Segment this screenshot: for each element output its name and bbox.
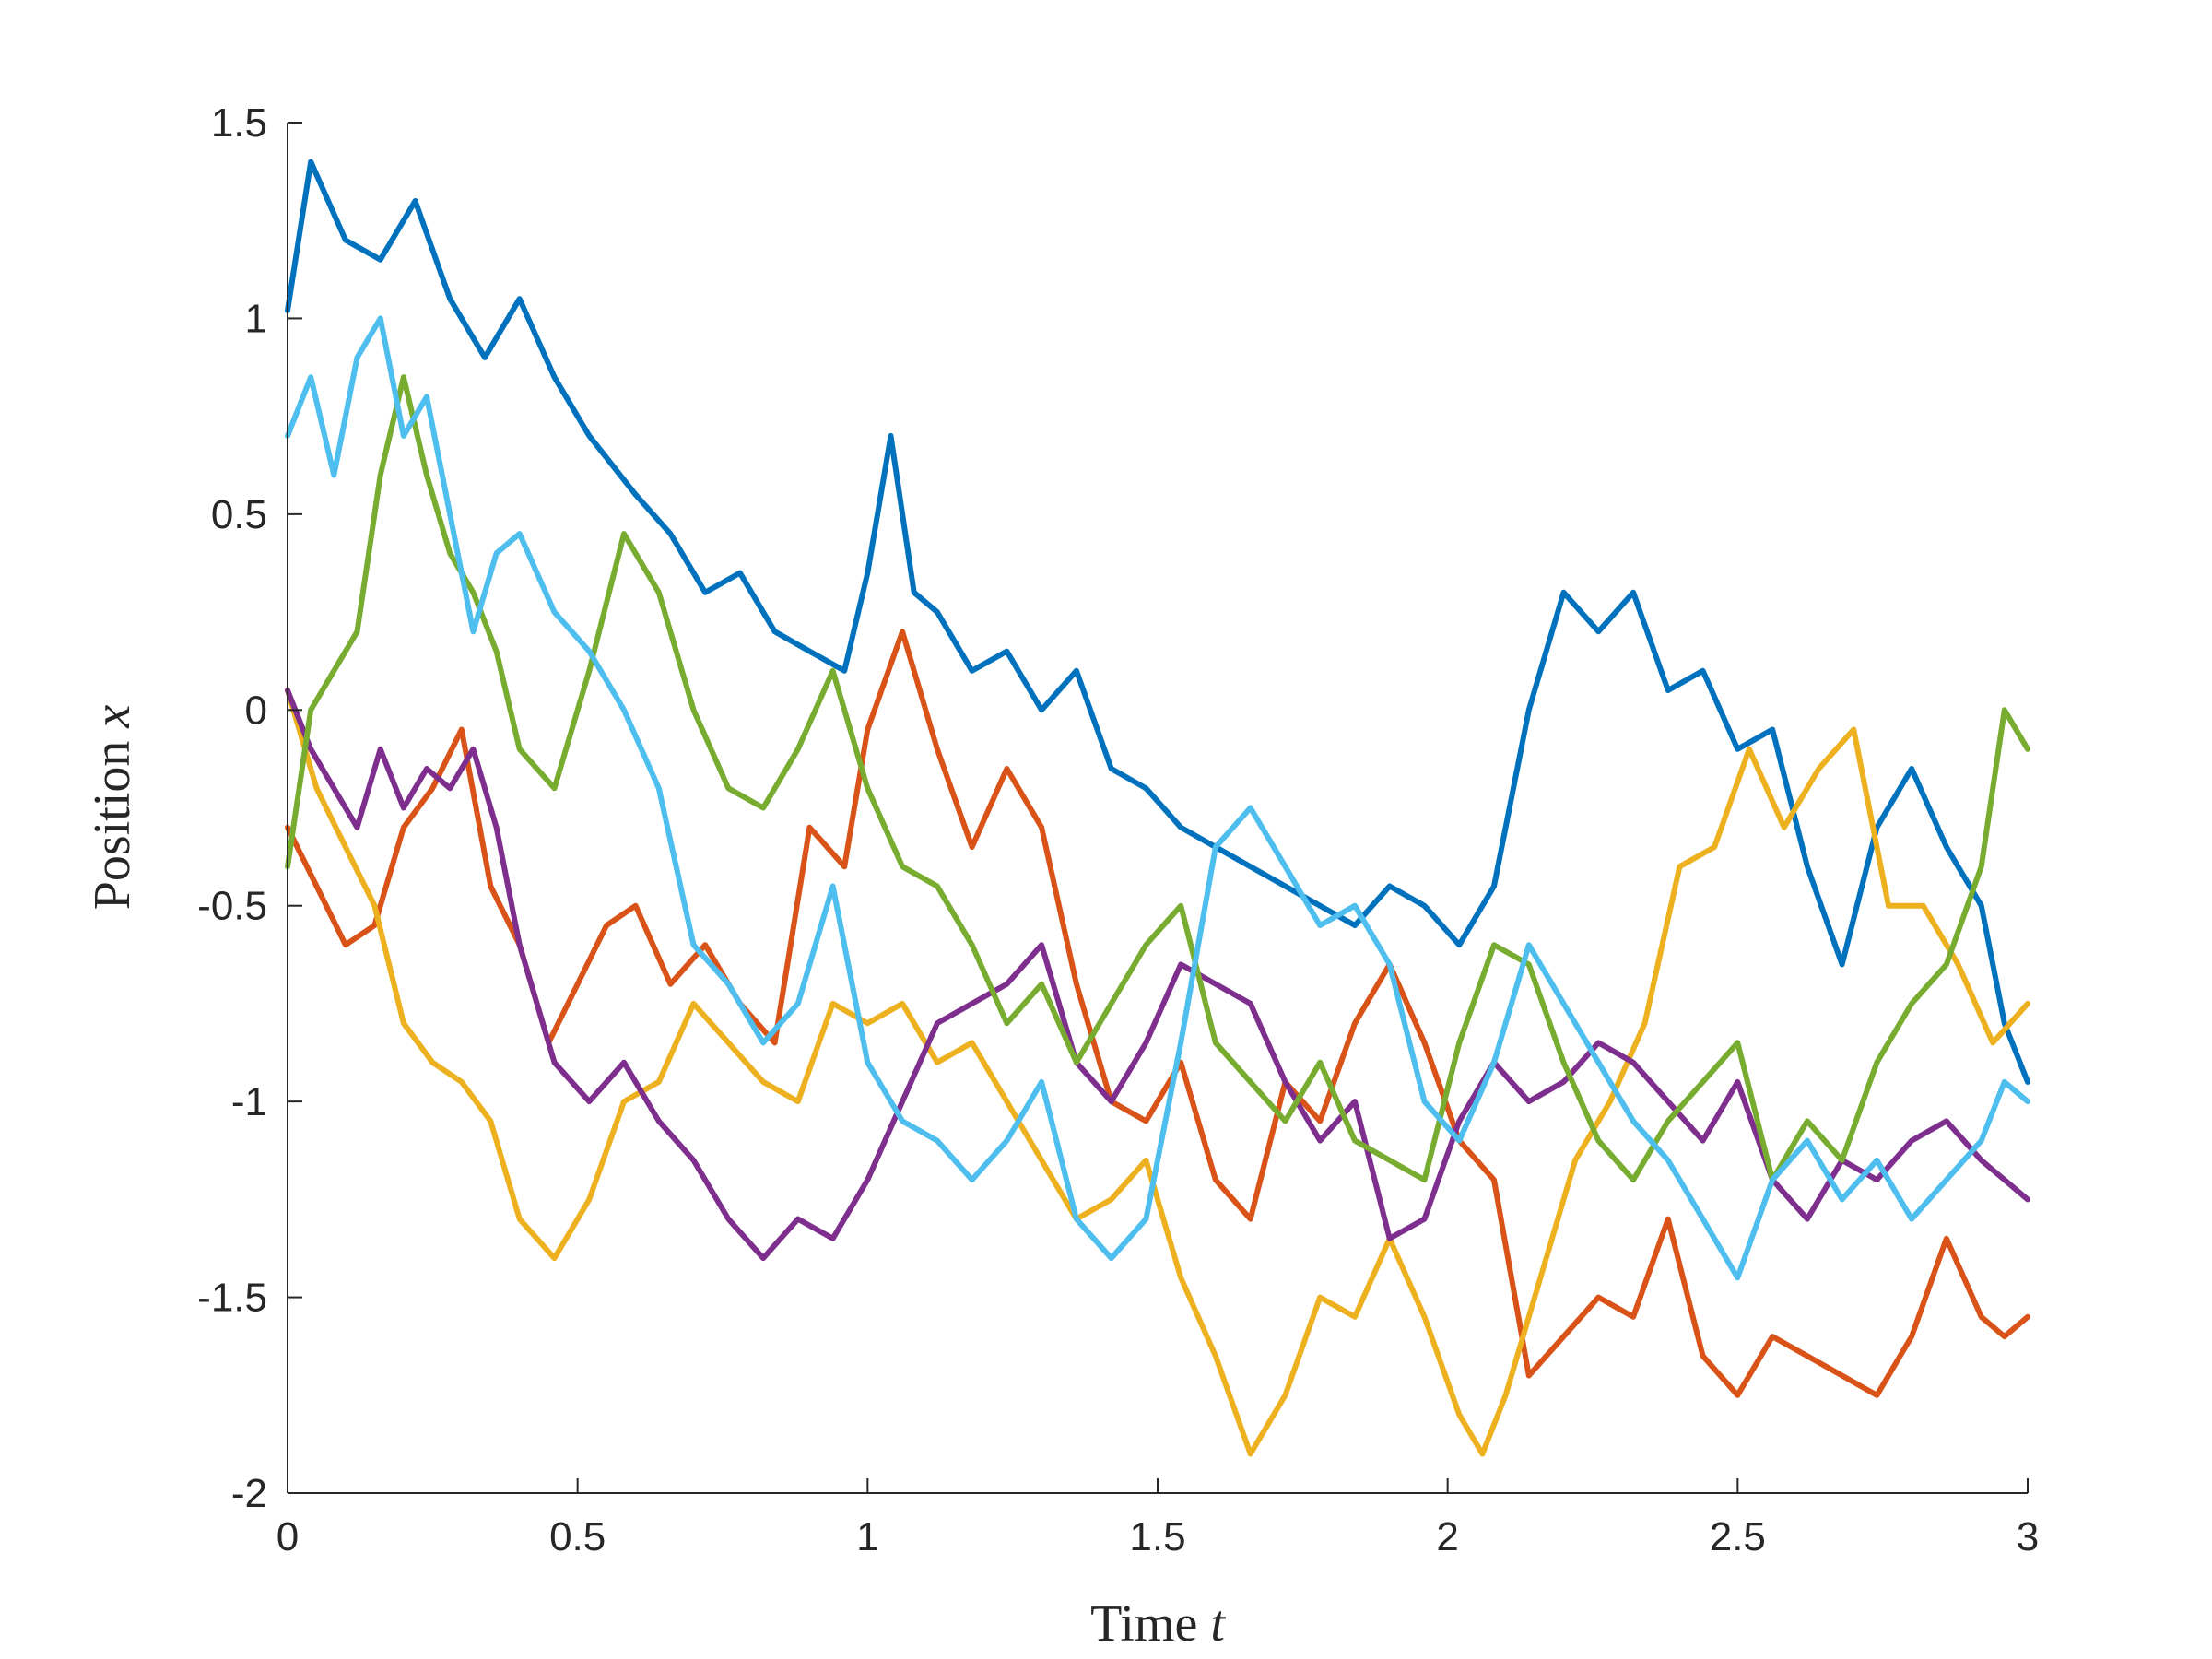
series-line-6: [285, 315, 2030, 1281]
x-tick-label: 3: [2017, 1514, 2039, 1559]
y-tick-label: -2: [231, 1471, 267, 1516]
x-tick-label: 0: [276, 1514, 299, 1559]
y-tick-label: -1.5: [197, 1276, 267, 1321]
y-tick-label: 1: [245, 296, 267, 341]
y-tick-label: -0.5: [197, 884, 267, 929]
series-line-3: [285, 688, 2030, 1457]
ticks: [287, 122, 2029, 1494]
series-line-5: [285, 374, 2030, 1183]
series-lines: [285, 159, 2030, 1457]
x-tick-label: 2: [1436, 1514, 1458, 1559]
x-axis-title: Time t: [1090, 1595, 1226, 1653]
series-line-1: [285, 159, 2030, 1085]
x-tick-label: 0.5: [549, 1514, 606, 1559]
y-tick-label: 1.5: [211, 100, 267, 146]
y-tick-label: -1: [231, 1079, 267, 1124]
x-tick-label: 2.5: [1710, 1514, 1766, 1559]
x-tick-label: 1: [856, 1514, 878, 1559]
axes: [287, 123, 2028, 1494]
x-tick-label: 1.5: [1129, 1514, 1185, 1559]
y-axis-title: Position x: [84, 705, 141, 911]
series-line-4: [285, 688, 2030, 1262]
tick-labels: 0 0.5 1 1.5 2 2.5 3 -2 -1.5 -1 -0.5 0 0.5 1 1.5: [197, 100, 2039, 1559]
y-tick-label: 0: [245, 688, 267, 733]
y-tick-label: 0.5: [211, 492, 267, 537]
